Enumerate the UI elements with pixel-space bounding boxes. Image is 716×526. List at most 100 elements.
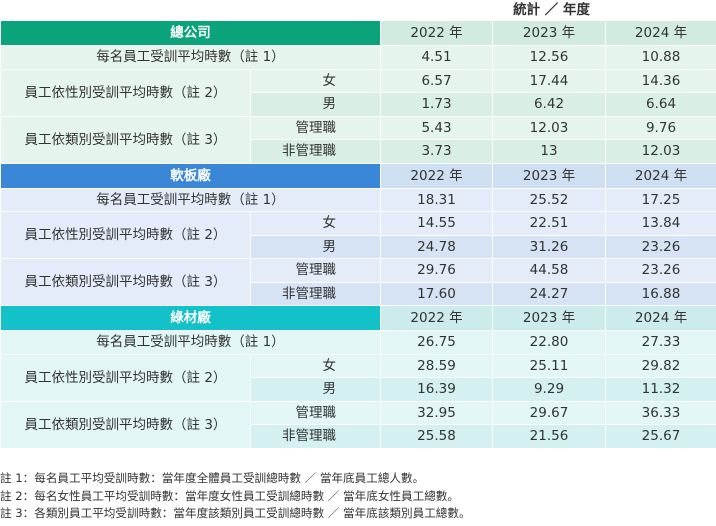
row-group-label: 員工依類別受訓平均時數（註 3） — [0, 400, 251, 449]
value-cell: 36.33 — [605, 400, 716, 425]
value-cell: 25.58 — [380, 424, 493, 449]
row-label: 每名員工受訓平均時數（註 1） — [0, 187, 381, 212]
footnote-2: 註 2：每名女性員工平均受訓時數：當年度女性員工受訓總時數 ／ 當年底女性員工總… — [0, 488, 459, 503]
row-group-label: 員工依性別受訓平均時數（註 2） — [0, 68, 251, 117]
table-row: 非管理職 25.58 21.56 25.67 — [1, 424, 716, 449]
unit-label: 統計 ／ 年度 — [513, 2, 590, 18]
sub-label: 女 — [250, 68, 381, 93]
value-cell: 12.03 — [492, 115, 606, 140]
value-cell: 12.03 — [605, 139, 716, 164]
table-row: 員工依性別受訓平均時數（註 2）女 6.57 17.44 14.36 — [0, 68, 716, 117]
footnotes: 註 1：每名員工平均受訓時數：當年度全體員工受訓總時數 ／ 當年底員工總人數。 … — [0, 470, 716, 523]
value-cell: 10.88 — [605, 45, 716, 70]
value-cell: 17.60 — [380, 281, 493, 306]
sub-label: 女 — [250, 353, 381, 378]
value-cell: 29.82 — [605, 353, 716, 378]
sub-label: 男 — [250, 234, 381, 259]
value-cell: 6.57 — [380, 68, 493, 93]
value-cell: 17.44 — [492, 68, 606, 93]
year-header: 2023 年 — [492, 305, 606, 331]
value-cell: 25.52 — [492, 187, 606, 212]
value-cell: 25.11 — [492, 353, 606, 378]
value-cell: 23.26 — [605, 234, 716, 259]
table-row: 每名員工受訓平均時數（註 1） 26.75 22.80 27.33 — [0, 330, 716, 355]
sub-label: 女 — [250, 211, 381, 236]
value-cell: 21.56 — [492, 424, 606, 449]
training-hours-table: 總公司 2022 年 2023 年 2024 年每名員工受訓平均時數（註 1） 4.51… — [0, 20, 716, 449]
sub-label: 男 — [250, 377, 381, 402]
value-cell: 44.58 — [492, 258, 606, 283]
value-cell: 16.39 — [380, 377, 493, 402]
value-cell: 13.84 — [605, 211, 716, 236]
value-cell: 23.26 — [605, 258, 716, 283]
value-cell: 12.56 — [492, 45, 606, 70]
sub-label: 非管理職 — [250, 281, 381, 306]
value-cell: 9.76 — [605, 115, 716, 140]
row-label: 每名員工受訓平均時數（註 1） — [0, 45, 381, 70]
value-cell: 32.95 — [380, 400, 493, 425]
table-row: 員工依類別受訓平均時數（註 3） 管理職 32.95 29.67 36.33 — [0, 400, 716, 449]
value-cell: 17.25 — [605, 187, 716, 212]
value-cell: 11.32 — [605, 377, 716, 402]
value-cell: 1.73 — [380, 92, 493, 117]
year-header: 2024 年 — [605, 20, 716, 46]
value-cell: 22.80 — [492, 330, 606, 355]
value-cell: 25.67 — [605, 424, 716, 449]
value-cell: 24.78 — [380, 234, 493, 259]
table-row: 男 16.39 9.29 11.32 — [1, 377, 716, 402]
table-row: 男 24.78 31.26 23.26 — [1, 234, 716, 259]
value-cell: 4.51 — [380, 45, 493, 70]
year-header: 2023 年 — [492, 162, 606, 189]
value-cell: 5.43 — [380, 115, 493, 140]
sub-label: 非管理職 — [250, 424, 381, 449]
value-cell: 18.31 — [380, 187, 493, 212]
value-cell: 6.64 — [605, 92, 716, 117]
row-group-label: 員工依類別受訓平均時數（註 3） — [0, 115, 251, 164]
table-row: 男 1.73 6.42 6.64 — [1, 92, 716, 117]
sub-label: 管理職 — [250, 258, 381, 283]
table-row: 非管理職 17.60 24.27 16.88 — [1, 281, 716, 306]
value-cell: 27.33 — [605, 330, 716, 355]
value-cell: 13 — [492, 139, 606, 164]
value-cell: 14.36 — [605, 68, 716, 93]
section-header-row: 綠材廠 2022 年 2023 年 2024 年 — [0, 305, 716, 331]
value-cell: 26.75 — [380, 330, 493, 355]
section-title: 總公司 — [0, 20, 381, 46]
row-group-label: 員工依性別受訓平均時數（註 2） — [0, 211, 251, 259]
section-header-row: 軟板廠 2022 年 2023 年 2024 年 — [0, 162, 716, 189]
value-cell: 16.88 — [605, 281, 716, 306]
value-cell: 24.27 — [492, 281, 606, 306]
table-row: 員工依類別受訓平均時數（註 3） 管理職 29.76 44.58 23.26 — [0, 258, 716, 306]
year-header: 2022 年 — [380, 162, 493, 189]
sub-label: 非管理職 — [250, 139, 381, 164]
value-cell: 6.42 — [492, 92, 606, 117]
sub-label: 管理職 — [250, 115, 381, 140]
row-group-label: 員工依類別受訓平均時數（註 3） — [0, 258, 251, 306]
row-group-label: 員工依性別受訓平均時數（註 2） — [0, 353, 251, 402]
value-cell: 3.73 — [380, 139, 493, 164]
section-title: 軟板廠 — [0, 162, 381, 189]
value-cell: 29.76 — [380, 258, 493, 283]
table-row: 每名員工受訓平均時數（註 1） 18.31 25.52 17.25 — [0, 187, 716, 212]
table-row: 員工依性別受訓平均時數（註 2）女 28.59 25.11 29.82 — [0, 353, 716, 402]
footnote-3: 註 3：各類別員工平均受訓時數：當年度該類別員工受訓總時數 ／ 當年底該類別員工… — [0, 506, 471, 520]
year-header: 2023 年 — [492, 20, 606, 46]
sub-label: 男 — [250, 92, 381, 117]
year-header: 2024 年 — [605, 162, 716, 189]
value-cell: 22.51 — [492, 211, 606, 236]
value-cell: 31.26 — [492, 234, 606, 259]
value-cell: 28.59 — [380, 353, 493, 378]
year-header: 2024 年 — [605, 305, 716, 331]
section-header-row: 總公司 2022 年 2023 年 2024 年 — [0, 20, 716, 46]
table-row: 每名員工受訓平均時數（註 1） 4.51 12.56 10.88 — [0, 45, 716, 70]
section-title: 綠材廠 — [0, 305, 381, 331]
year-header: 2022 年 — [380, 20, 493, 46]
value-cell: 9.29 — [492, 377, 606, 402]
value-cell: 29.67 — [492, 400, 606, 425]
value-cell: 14.55 — [380, 211, 493, 236]
table-row: 員工依類別受訓平均時數（註 3） 管理職 5.43 12.03 9.76 — [0, 115, 716, 164]
footnote-1: 註 1：每名員工平均受訓時數：當年度全體員工受訓總時數 ／ 當年底員工總人數。 — [0, 471, 425, 485]
table-row: 員工依性別受訓平均時數（註 2）女 14.55 22.51 13.84 — [0, 211, 716, 259]
row-label: 每名員工受訓平均時數（註 1） — [0, 330, 381, 355]
sub-label: 管理職 — [250, 400, 381, 425]
